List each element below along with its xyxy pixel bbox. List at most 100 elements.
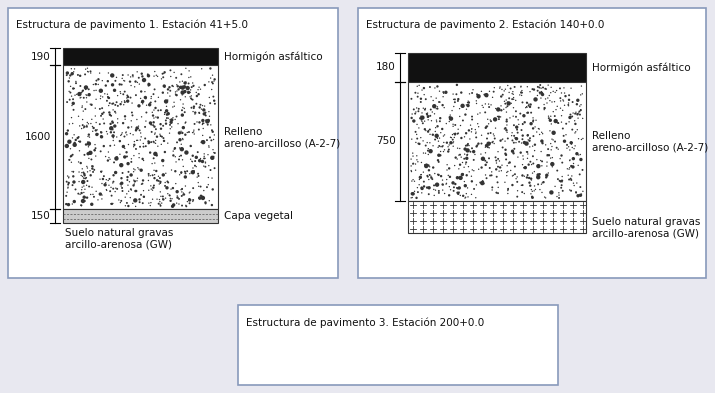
Point (69, 85, 80, 92)
Point (558, 98, 569, 104)
Point (167, 83, 178, 89)
Point (172, 189, 183, 195)
Point (577, 135, 588, 141)
Point (481, 159, 493, 165)
Point (490, 160, 502, 166)
Point (127, 72, 139, 78)
Point (411, 131, 423, 138)
Point (438, 90, 450, 96)
Point (416, 87, 428, 93)
Point (515, 149, 526, 156)
Point (528, 117, 539, 123)
Point (124, 130, 136, 137)
Point (490, 189, 502, 196)
Point (63, 78, 74, 84)
Point (494, 85, 506, 91)
Point (449, 99, 460, 105)
Point (188, 129, 199, 135)
Bar (408, 201, 586, 233)
Point (63, 180, 74, 186)
Point (134, 137, 146, 143)
Point (116, 81, 127, 88)
Point (423, 167, 435, 173)
Point (138, 187, 149, 194)
Point (417, 114, 428, 121)
Point (172, 88, 183, 94)
Point (101, 187, 112, 193)
Point (115, 90, 127, 97)
Point (122, 177, 133, 183)
Point (416, 190, 428, 196)
Point (61, 70, 73, 76)
Point (421, 111, 433, 117)
Point (70, 80, 82, 86)
Point (143, 173, 154, 179)
Point (504, 115, 516, 121)
Point (557, 107, 568, 114)
Point (166, 167, 177, 173)
Point (435, 130, 446, 136)
Point (119, 99, 131, 105)
Point (506, 96, 518, 102)
Point (183, 89, 194, 95)
Point (164, 192, 175, 198)
Point (196, 139, 207, 145)
Point (164, 192, 175, 198)
Point (429, 111, 440, 117)
Point (105, 201, 117, 207)
Point (176, 189, 187, 195)
Point (179, 105, 190, 112)
Point (64, 72, 76, 79)
Point (175, 128, 187, 134)
Point (126, 159, 137, 165)
Point (77, 173, 88, 180)
Point (118, 143, 129, 150)
Point (454, 145, 465, 152)
Point (95, 113, 107, 119)
Point (164, 126, 176, 132)
Point (541, 159, 553, 165)
Point (455, 192, 466, 198)
Text: 180: 180 (376, 62, 396, 72)
Point (170, 75, 182, 81)
Point (571, 189, 582, 196)
Point (95, 95, 107, 102)
Point (451, 185, 463, 191)
Point (119, 145, 131, 152)
Point (485, 130, 496, 136)
Point (559, 90, 571, 96)
Point (127, 112, 138, 119)
Point (428, 97, 439, 104)
Point (192, 149, 204, 155)
Point (576, 91, 588, 97)
Point (84, 151, 96, 157)
Point (97, 111, 108, 117)
Point (207, 147, 219, 153)
Point (416, 185, 428, 192)
Point (103, 149, 114, 155)
Point (419, 107, 430, 113)
Point (539, 105, 551, 111)
Point (87, 165, 98, 172)
Point (526, 110, 537, 116)
Point (575, 92, 586, 98)
Point (122, 182, 134, 188)
Point (83, 132, 94, 138)
Point (516, 127, 527, 133)
Point (182, 129, 193, 136)
Point (537, 130, 548, 137)
Point (571, 127, 583, 133)
Point (73, 191, 84, 197)
Point (480, 92, 492, 98)
Point (118, 101, 129, 108)
Point (61, 99, 73, 105)
Point (187, 129, 198, 136)
Point (89, 105, 101, 111)
Point (438, 182, 449, 188)
Point (74, 169, 85, 175)
Point (409, 178, 420, 184)
Point (149, 175, 160, 181)
Point (133, 75, 144, 81)
Point (96, 169, 107, 175)
Point (421, 140, 433, 146)
